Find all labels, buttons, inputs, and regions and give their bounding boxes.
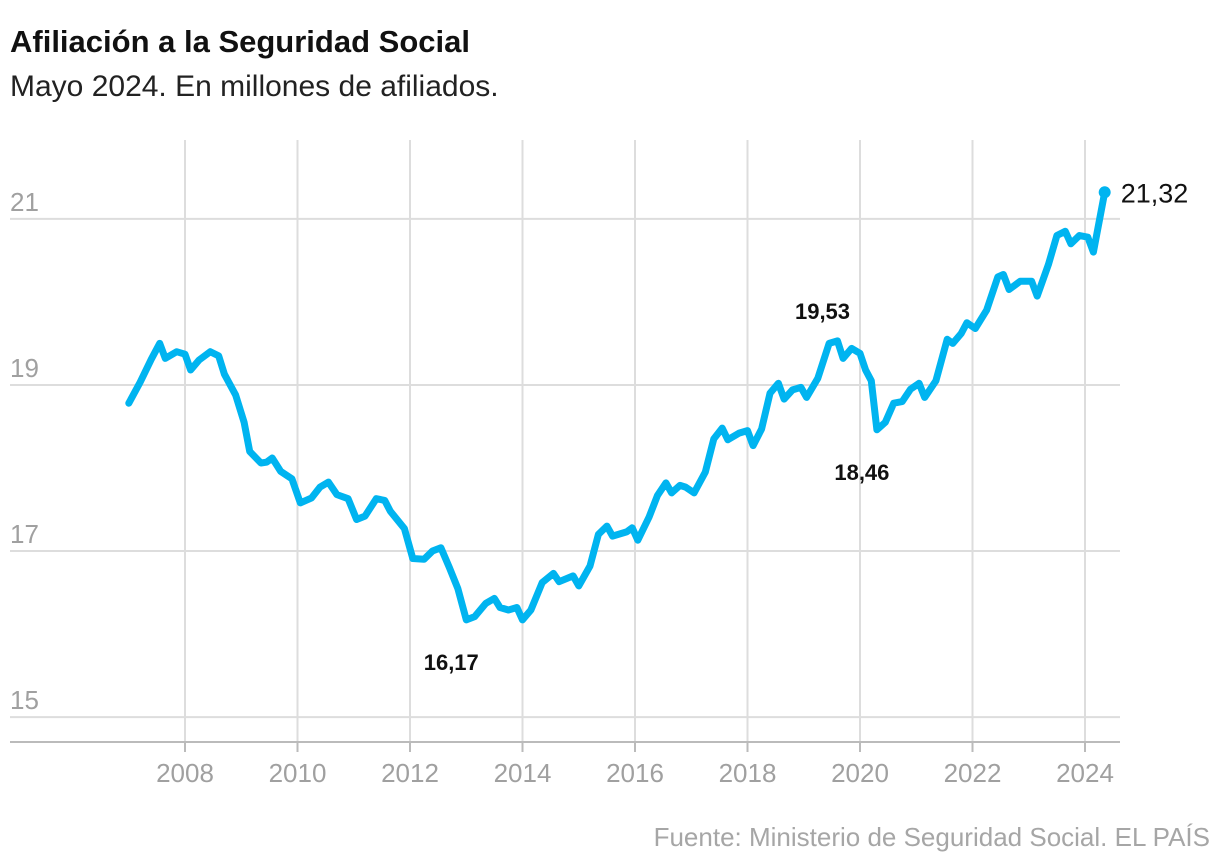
x-tick-label-2020: 2020	[831, 758, 889, 788]
x-tick-label-2010: 2010	[269, 758, 327, 788]
series-line-0	[125, 188, 1109, 624]
source-note: Fuente: Ministerio de Seguridad Social. …	[653, 822, 1210, 852]
x-tick-label-2008: 2008	[156, 758, 214, 788]
y-gridlines: 15 17 19 21	[10, 187, 1120, 719]
y-tick-label-17: 17	[10, 519, 39, 549]
end-point-marker	[1098, 186, 1111, 199]
x-axis: 2008 2010 2012 2014 2016 2018 2020 2022 2024	[10, 741, 1120, 788]
y-tick-label-15: 15	[10, 685, 39, 715]
x-tick-label-2024: 2024	[1056, 758, 1114, 788]
x-tick-label-2014: 2014	[494, 758, 552, 788]
x-tick-label-2016: 2016	[606, 758, 664, 788]
chart-title: Afiliación a la Seguridad Social	[10, 24, 470, 59]
x-tick-label-2018: 2018	[719, 758, 777, 788]
chart-subtitle: Mayo 2024. En millones de afiliados.	[10, 70, 499, 103]
end-value-label: 21,32	[1121, 178, 1189, 208]
annotations-layer: 19,53 16,17 18,46 21,32	[424, 178, 1189, 675]
x-tick-label-2022: 2022	[944, 758, 1002, 788]
annotation-label-2: 18,46	[834, 460, 889, 485]
y-tick-label-21: 21	[10, 187, 39, 217]
series-layer	[125, 188, 1109, 624]
annotation-label-1: 16,17	[424, 650, 479, 675]
annotation-label-0: 19,53	[795, 299, 850, 324]
y-tick-label-19: 19	[10, 353, 39, 383]
x-gridlines	[184, 140, 1086, 742]
x-tick-label-2012: 2012	[381, 758, 439, 788]
